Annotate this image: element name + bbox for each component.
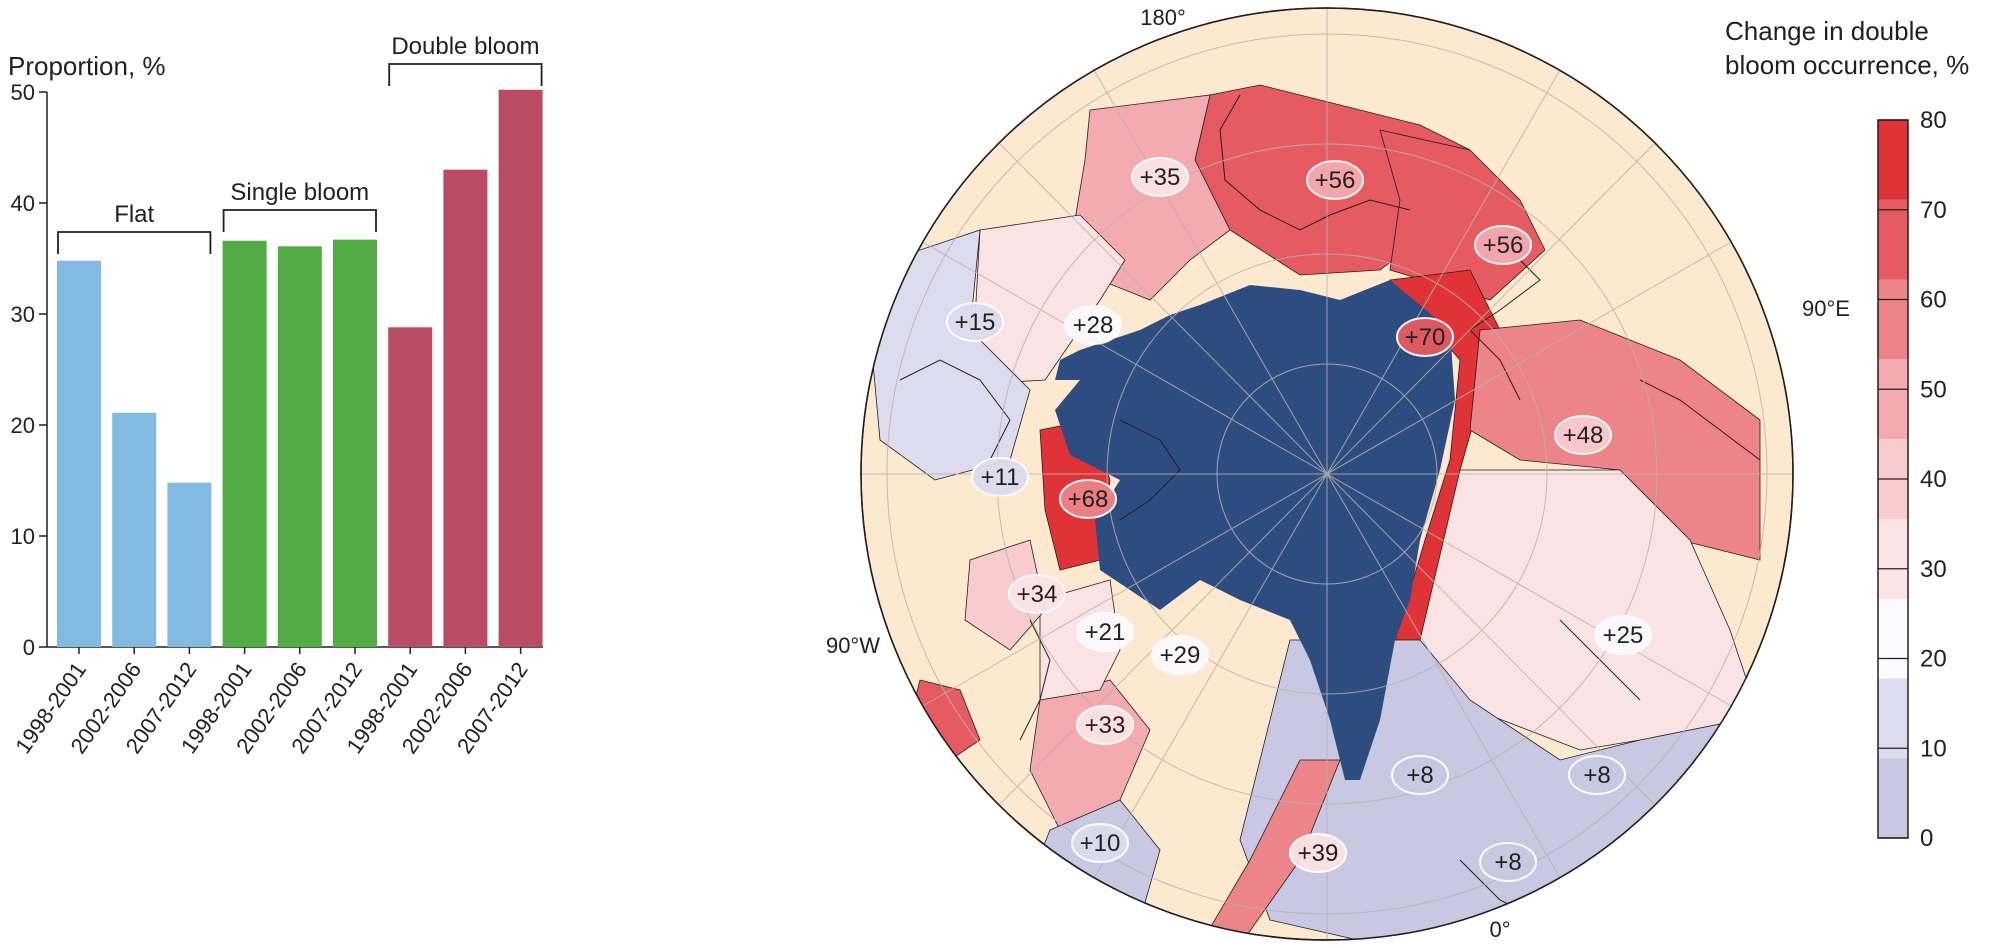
colorbar-block [1878,199,1908,280]
colorbar-block [1878,279,1908,360]
longitude-label-0: 0° [1489,917,1510,942]
bar-2-1 [443,169,488,647]
region-label: +15 [955,309,996,336]
group-brackets: Flat Single bloom Double bloom [57,33,543,254]
region-label-badge [1076,612,1134,652]
colorbar-block [1878,758,1908,838]
region-label-badge [1131,157,1189,197]
colorbar-title-line2: bloom occurrence, % [1725,50,1969,80]
region-kara [1469,319,1761,561]
region-label-badge [971,457,1029,497]
region-label-badge [1064,305,1122,345]
region-label-badge [1008,574,1066,614]
region-label: +28 [1073,312,1114,339]
region-label-badge [1474,225,1532,265]
region-label-badge [1568,755,1626,795]
region-label: +25 [1603,622,1644,649]
region-label-badge [1479,842,1537,882]
region-label: +34 [1017,581,1058,608]
region-label: +56 [1315,167,1356,194]
bar-0-1 [112,412,157,647]
polar-map: 180° 90°E 0° 90°W +35 +56+56+15 +28 +70+48+… [826,5,1850,942]
region-label: +48 [1563,422,1604,449]
region-label: +70 [1405,324,1446,351]
bar-0-2 [167,482,212,647]
bar-1-2 [333,239,377,647]
region-label-badge [1289,833,1347,873]
region-label: +29 [1160,642,1201,669]
colorbar-tick-label: 60 [1920,287,1947,314]
colorbar-tick-label: 0 [1920,825,1933,852]
colorbar-tick-label: 20 [1920,646,1947,673]
y-tick-label: 10 [11,524,35,549]
region-label: +11 [981,464,1020,491]
region-label: +35 [1140,164,1181,191]
region-label-badge [1594,615,1652,655]
group-bracket [57,231,212,254]
bar-2-0 [388,327,433,647]
region-label-badge [1076,705,1134,745]
group-bracket [388,63,543,86]
colorbar-block [1878,598,1908,679]
y-tick-label: 30 [11,302,35,327]
colorbar-blocks [1877,119,1909,839]
bar-2-2 [498,89,543,647]
colorbar-tick-label: 40 [1920,466,1947,493]
colorbar-tick-label: 70 [1920,197,1947,224]
region-label-badge [1554,415,1612,455]
map-border [860,7,1794,941]
group-bracket [222,209,377,232]
x-tick-labels: 1998-20012002-20062007-20121998-20012002… [10,647,533,758]
region-label-badge [1059,479,1117,519]
group-label: Single bloom [230,179,369,206]
bar-0-0 [57,260,101,647]
region-label: +21 [1085,619,1126,646]
colorbar-tick-label: 50 [1920,376,1947,403]
region-label: +39 [1298,840,1339,867]
colorbar-block [1878,359,1908,440]
region-label: +10 [1080,830,1121,857]
region-value-labels: +35 +56 +56 +15 +28 +70 +48 +11 +68 +34 +21 +29 +25 +… [946,157,1652,882]
colorbar-tick-label: 80 [1920,107,1947,134]
region-label: +56 [1483,232,1524,259]
region-label: +68 [1068,486,1109,513]
region-hudson [964,539,1046,651]
colorbar: Change in double bloom occurrence, % 0 10… [1725,16,1969,852]
bar-1-1 [277,246,322,648]
region-label-badge [1391,755,1449,795]
longitude-label-180: 180° [1140,5,1186,30]
region-label: +8 [1583,762,1610,789]
colorbar-tick-label: 30 [1920,556,1947,583]
colorbar-ticks: 0 10 20 30 40 50 60 70 80 [1878,107,1947,852]
region-label-badge [1071,823,1129,863]
region-label-badge [1151,635,1209,675]
region-label-badge [946,302,1004,342]
colorbar-block [1878,518,1908,599]
y-tick-label: 0 [23,635,35,660]
longitude-label-90e: 90°E [1802,296,1850,321]
region-label: +33 [1085,712,1126,739]
graticule [861,8,1793,940]
group-label: Flat [114,201,154,228]
sea-ice-region [1055,280,1455,780]
bars [57,89,543,648]
group-label: Double bloom [391,33,539,60]
y-tick-label: 40 [11,191,35,216]
y-axis-label: Proportion, % [8,51,166,81]
region-label: +8 [1406,762,1433,789]
region-label-badge [1396,317,1454,357]
region-label: +8 [1494,849,1521,876]
colorbar-tick-label: 10 [1920,735,1947,762]
colorbar-block [1878,120,1908,200]
y-tick-label: 20 [11,413,35,438]
bar-chart: Proportion, % 0 10 20 30 40 50 Flat Single blo… [8,33,543,758]
y-tick-label: 50 [11,80,35,105]
colorbar-block [1878,678,1908,759]
region-label-badge [1306,160,1364,200]
coastlines [899,94,1761,931]
colorbar-title-line1: Change in double [1725,16,1929,46]
longitude-label-90w: 90°W [826,633,880,658]
bar-1-0 [222,240,267,648]
